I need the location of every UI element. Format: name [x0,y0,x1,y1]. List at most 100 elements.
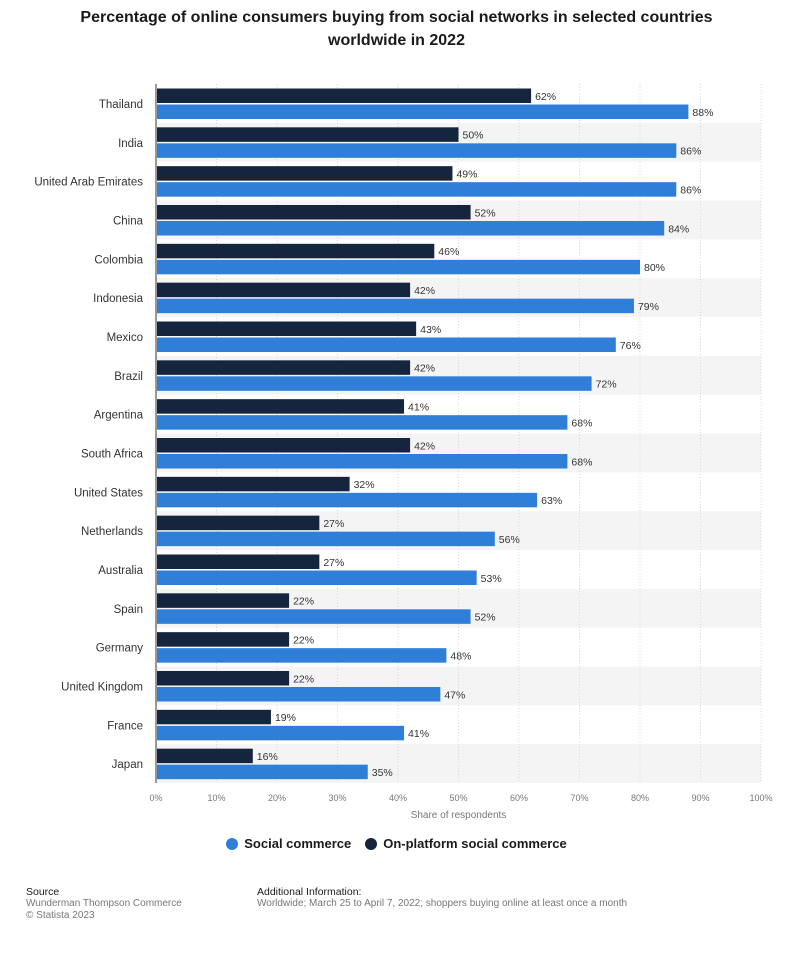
bar-social-commerce [157,415,568,430]
x-tick-label: 90% [691,793,709,803]
bar-social-commerce [157,259,640,275]
legend-onplatform-label: On-platform social commerce [383,836,567,851]
bar-on-platform [157,205,471,220]
bar-social-commerce [157,337,616,352]
data-label: 41% [408,728,429,740]
category-label: India [118,138,144,150]
bar-on-platform [157,399,405,414]
x-tick-label: 70% [570,793,588,803]
category-label: United States [74,487,143,499]
data-label: 72% [596,379,617,391]
data-label: 16% [257,751,278,763]
x-tick-label: 0% [149,793,162,803]
bar-social-commerce [157,454,568,469]
x-tick-label: 10% [207,793,225,803]
bar-on-platform [157,476,350,492]
legend-onplatform-dot [365,837,378,850]
bar-on-platform [157,438,411,453]
category-label: South Africa [81,449,144,461]
bar-on-platform [157,671,290,686]
bar-on-platform [157,127,459,142]
legend-item-social-commerce[interactable]: Social commerce [226,836,351,851]
data-label: 48% [450,650,471,662]
data-label: 53% [481,573,502,585]
bar-social-commerce [157,609,471,624]
bar-social-commerce [157,143,677,158]
bar-social-commerce [157,492,538,508]
data-label: 22% [293,634,314,646]
bar-on-platform [157,243,435,259]
additional-info-block: Additional Information: Worldwide; March… [257,886,627,910]
x-tick-label: 20% [268,793,286,803]
x-tick-label: 100% [749,793,772,803]
data-label: 68% [571,417,592,429]
x-tick-label: 80% [631,793,649,803]
category-label: United Kingdom [61,682,143,694]
chart-title: Percentage of online consumers buying fr… [80,9,713,49]
data-label: 22% [293,673,314,685]
x-tick-label: 50% [449,793,467,803]
category-label: Netherlands [81,526,143,538]
category-label: Colombia [94,254,143,266]
bar-social-commerce [157,104,689,119]
additional-info-text: Worldwide; March 25 to April 7, 2022; sh… [257,898,628,909]
bar-on-platform [157,515,320,531]
legend: Social commerce On-platform social comme… [0,836,793,851]
data-label: 76% [620,340,641,352]
bar-on-platform [157,748,253,764]
bar-on-platform [157,709,271,725]
x-axis-title: Share of respondents [410,810,507,821]
category-label: Thailand [99,99,143,111]
source-block: Source Wunderman Thompson Commerce © Sta… [26,886,182,922]
bar-social-commerce [157,376,592,391]
data-label: 68% [571,456,592,468]
source-name[interactable]: Wunderman Thompson Commerce [26,898,182,909]
data-label: 62% [535,91,556,103]
data-label: 35% [372,767,393,779]
category-label: Japan [112,759,143,771]
data-label: 47% [444,689,465,701]
category-label: Brazil [114,371,143,383]
data-label: 46% [438,246,459,258]
x-tick-label: 40% [389,793,407,803]
bar-social-commerce [157,570,477,585]
data-label: 27% [323,518,344,530]
bar-on-platform [157,282,411,298]
data-label: 80% [644,262,665,274]
category-label: Argentina [94,410,144,422]
category-label: Australia [98,565,143,577]
legend-social-dot [226,837,239,850]
bar-social-commerce [157,221,665,236]
data-label: 79% [638,301,659,313]
data-label: 43% [420,324,441,336]
bar-on-platform [157,554,320,569]
bar-social-commerce [157,182,677,197]
data-label: 50% [463,130,484,142]
category-label: France [107,720,143,732]
category-label: Indonesia [93,293,143,305]
x-tick-label: 60% [510,793,528,803]
category-label: China [113,216,144,228]
data-label: 56% [499,534,520,546]
legend-item-onplatform[interactable]: On-platform social commerce [365,836,567,851]
copyright: © Statista 2023 [26,910,95,921]
category-label: Spain [114,604,143,616]
data-label: 42% [414,285,435,297]
data-label: 86% [680,146,701,158]
data-label: 52% [475,207,496,219]
x-tick-label: 30% [328,793,346,803]
bar-on-platform [157,593,290,608]
bar-on-platform [157,166,453,181]
additional-info-heading: Additional Information: [257,886,362,898]
data-label: 84% [668,223,689,235]
data-label: 49% [456,168,477,180]
bar-social-commerce [157,531,495,547]
data-label: 19% [275,712,296,724]
data-label: 42% [414,440,435,452]
category-label: United Arab Emirates [34,177,143,189]
data-label: 63% [541,495,562,507]
data-label: 52% [475,612,496,624]
bar-social-commerce [157,764,368,780]
bar-on-platform [157,88,532,103]
